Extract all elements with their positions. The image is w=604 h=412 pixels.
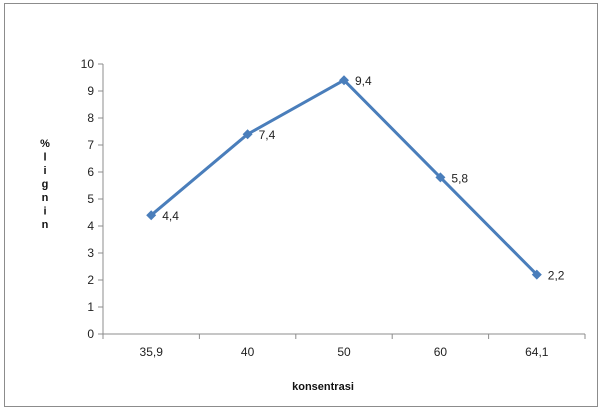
y-tick-label: 3 [87,246,94,260]
x-axis-title: konsentrasi [292,381,354,393]
x-tick-label: 64,1 [525,345,549,359]
series-line [150,78,538,276]
y-tick-label: 4 [87,219,94,233]
y-tick-label: 8 [87,111,94,125]
data-label: 5,8 [451,171,468,185]
data-point-marker [146,210,157,221]
axes [98,63,586,339]
data-label: 4,4 [162,209,179,223]
y-axis-title: % l i g n i n [40,138,50,231]
y-tick-label: 1 [87,300,94,314]
y-tick-label: 7 [87,138,94,152]
y-tick-label: 0 [87,327,94,341]
x-tick-label: 40 [241,345,255,359]
data-label: 7,4 [259,128,276,142]
x-tick-label: 60 [434,345,448,359]
data-point-marker [531,269,542,280]
data-point-marker [242,129,253,140]
series-line-group [150,78,538,276]
data-label: 9,4 [355,74,372,88]
data-point-marker [435,172,446,183]
data-labels: 4,4 7,4 9,4 5,8 2,2 [162,74,565,282]
x-tick-label: 35,9 [140,345,164,359]
y-tick-label: 10 [81,57,95,71]
y-tick-labels: 0 1 2 3 4 5 6 7 8 9 10 [81,57,95,341]
y-tick-label: 2 [87,273,94,287]
y-tick-label: 6 [87,165,94,179]
data-label: 2,2 [548,269,565,283]
y-tick-label: 5 [87,192,94,206]
x-tick-label: 50 [337,345,351,359]
chart-frame: 0 1 2 3 4 5 6 7 8 9 10 35,9 40 50 60 64,1 4,4 7,4 9,4 5,8… [4,3,598,407]
data-point-marker [339,75,349,86]
line-chart: 0 1 2 3 4 5 6 7 8 9 10 35,9 40 50 60 64,1 4,4 7,4 9,4 5,8… [40,57,586,393]
y-tick-label: 9 [87,84,94,98]
x-tick-labels: 35,9 40 50 60 64,1 [140,345,549,359]
data-points [146,75,542,280]
